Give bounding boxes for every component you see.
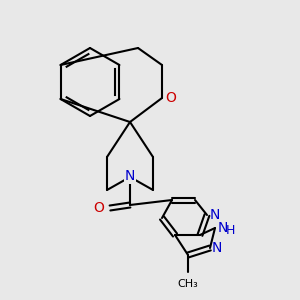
Text: CH₃: CH₃ bbox=[178, 279, 198, 289]
Text: N: N bbox=[212, 241, 222, 255]
Text: N: N bbox=[210, 208, 220, 222]
Text: O: O bbox=[165, 91, 176, 105]
Text: H: H bbox=[226, 224, 236, 238]
Text: N: N bbox=[125, 169, 135, 183]
Text: N: N bbox=[218, 221, 228, 235]
Text: O: O bbox=[93, 201, 104, 215]
